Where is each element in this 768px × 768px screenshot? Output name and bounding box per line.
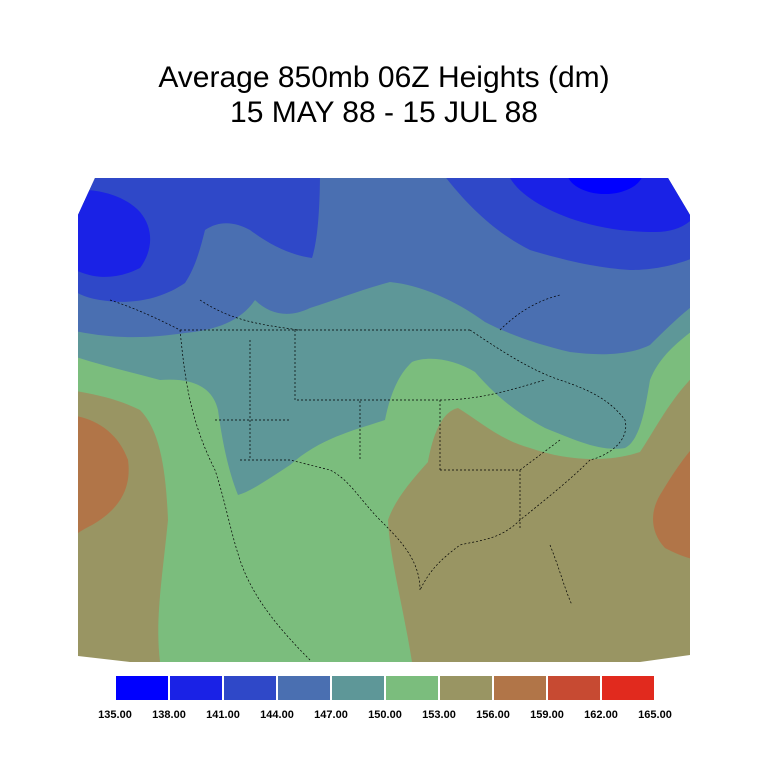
colorbar-label-10: 165.00 [638,709,672,721]
colorbar-label-1: 138.00 [152,709,186,721]
colorbar-label-2: 141.00 [206,709,240,721]
colorbar-swatch-0 [116,676,168,700]
band-138-141 [78,178,690,277]
colorbar-label-5: 150.00 [368,709,402,721]
colorbar-label-0: 135.00 [98,709,132,721]
colorbar-label-9: 162.00 [584,709,618,721]
colorbar-swatch-4 [332,676,384,700]
colorbar-label-7: 156.00 [476,709,510,721]
colorbar-swatch-6 [440,676,492,700]
colorbar-swatch-3 [278,676,330,700]
colorbar-swatch-2 [224,676,276,700]
colorbar-label-4: 147.00 [314,709,348,721]
colorbar-label-6: 153.00 [422,709,456,721]
colorbar-swatch-7 [494,676,546,700]
map-subtitle: 15 MAY 88 - 15 JUL 88 [230,96,538,129]
colorbar-swatch-8 [548,676,600,700]
colorbar-label-8: 159.00 [530,709,564,721]
band-156-159-east [653,440,690,560]
band-135-138 [567,178,643,194]
colorbar-swatch-9 [602,676,654,700]
boundary-lines [109,294,627,661]
band-156-159-west [78,415,129,540]
colorbar-label-3: 144.00 [260,709,294,721]
map-title: Average 850mb 06Z Heights (dm) [158,61,610,94]
colorbar-swatch-5 [386,676,438,700]
colorbar-swatch-1 [170,676,222,700]
